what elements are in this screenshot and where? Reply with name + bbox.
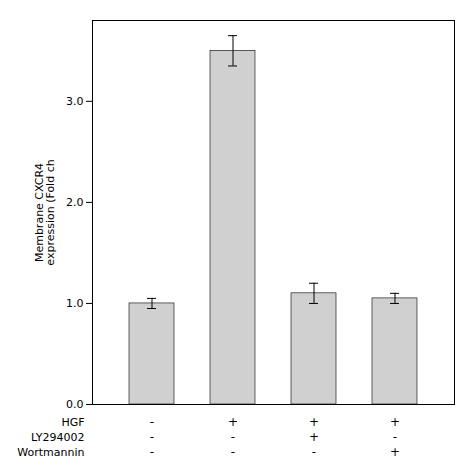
svg-text:-: - bbox=[150, 415, 154, 429]
svg-text:0.0: 0.0 bbox=[66, 398, 84, 411]
svg-text:-: - bbox=[231, 430, 235, 444]
svg-text:-: - bbox=[312, 445, 316, 459]
svg-text:HGF: HGF bbox=[61, 416, 84, 429]
svg-text:2.0: 2.0 bbox=[66, 196, 84, 209]
svg-text:+: + bbox=[309, 415, 319, 429]
svg-text:-: - bbox=[150, 430, 154, 444]
svg-text:Membrane CXCR4expression (Fold: Membrane CXCR4expression (Fold ch bbox=[33, 159, 57, 265]
svg-text:-: - bbox=[150, 445, 154, 459]
svg-text:3.0: 3.0 bbox=[66, 95, 84, 108]
svg-text:-: - bbox=[231, 445, 235, 459]
svg-text:-: - bbox=[393, 430, 397, 444]
svg-text:LY294002: LY294002 bbox=[31, 431, 84, 444]
svg-text:+: + bbox=[390, 415, 400, 429]
svg-text:+: + bbox=[390, 445, 400, 459]
svg-text:+: + bbox=[309, 430, 319, 444]
svg-text:+: + bbox=[228, 415, 238, 429]
svg-text:Wortmannin: Wortmannin bbox=[17, 446, 84, 459]
svg-text:1.0: 1.0 bbox=[66, 297, 84, 310]
